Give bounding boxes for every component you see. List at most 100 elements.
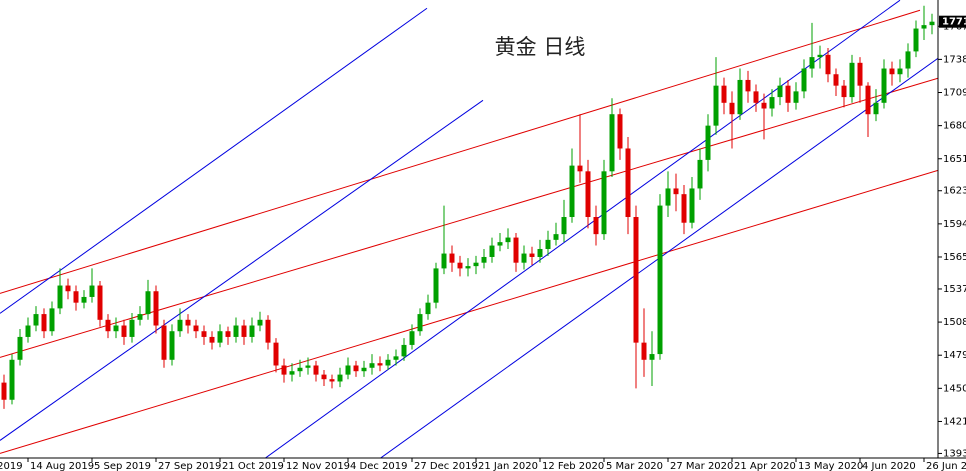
candle-body <box>809 57 815 69</box>
candle-body <box>385 359 391 366</box>
candle-body <box>777 85 783 98</box>
candle-body <box>81 296 87 303</box>
y-tick-label: 1623 <box>943 186 966 197</box>
x-tick-label: 26 Jun 2020 <box>926 461 966 471</box>
candle-body <box>289 371 295 375</box>
candle-body <box>841 85 847 98</box>
candle-body <box>305 365 311 368</box>
candle-body <box>161 325 167 360</box>
candle-body <box>185 319 191 326</box>
candle-body <box>737 79 743 115</box>
trend-line <box>0 169 938 454</box>
candle-body <box>17 336 23 360</box>
candle-body <box>481 256 487 263</box>
y-tick-label: 1537 <box>943 284 966 295</box>
candle-body <box>177 319 183 332</box>
candle-body <box>393 356 399 360</box>
x-tick-label: 5 Sep 2019 <box>94 461 151 471</box>
candle-body <box>921 25 927 29</box>
trend-line <box>264 0 901 458</box>
candle-body <box>257 319 263 326</box>
candle-body <box>657 205 663 355</box>
candle-body <box>913 28 919 52</box>
candle-body <box>377 363 383 366</box>
candle-body <box>209 336 215 343</box>
candle-body <box>49 308 55 332</box>
x-tick-label: 14 Aug 2019 <box>30 461 94 471</box>
candle-body <box>41 314 47 332</box>
candle-body <box>425 302 431 315</box>
candle-body <box>321 374 327 380</box>
candle-body <box>817 54 823 58</box>
candle-body <box>337 374 343 382</box>
candle-body <box>465 266 471 269</box>
candle-body <box>785 85 791 103</box>
candle-body <box>313 365 319 375</box>
y-tick-label: 1421 <box>943 416 966 427</box>
candle-body <box>881 68 887 103</box>
last-price-box <box>939 15 966 28</box>
candle-body <box>265 319 271 343</box>
x-tick-label: 21 Oct 2019 <box>222 461 284 471</box>
candle-body <box>145 291 151 315</box>
candle-body <box>649 354 655 360</box>
candle-body <box>89 285 95 297</box>
trend-line <box>0 7 428 314</box>
candle-body <box>169 331 175 360</box>
candle-body <box>73 291 79 303</box>
candle-body <box>329 379 335 382</box>
y-tick-label: 1594 <box>943 219 966 230</box>
candle-body <box>473 262 479 267</box>
candle-body <box>761 102 767 109</box>
candle-body <box>225 331 231 337</box>
candle-body <box>417 314 423 332</box>
candle-body <box>241 325 247 337</box>
trend-line <box>0 99 484 441</box>
candle-body <box>57 285 63 309</box>
candle-body <box>113 325 119 332</box>
candle-body <box>457 262 463 269</box>
x-tick-label: 21 Jan 2020 <box>478 461 538 471</box>
x-tick-label: 21 Apr 2020 <box>734 461 796 471</box>
candle-body <box>641 342 647 360</box>
x-tick-label: 12 Nov 2019 <box>286 461 350 471</box>
y-tick-label: 1479 <box>943 350 966 361</box>
candle-body <box>9 359 15 400</box>
candle-body <box>801 68 807 92</box>
last-price-label: 1771 <box>942 17 966 28</box>
candle-body <box>857 62 863 86</box>
candle-body <box>889 68 895 75</box>
candle-body <box>105 319 111 332</box>
candle-body <box>849 62 855 98</box>
candle-body <box>561 217 567 235</box>
candle-body <box>505 237 511 243</box>
x-tick-label: 23 Jul 2019 <box>0 461 23 471</box>
candle-body <box>673 188 679 195</box>
candle-body <box>633 217 639 343</box>
candle-body <box>449 253 455 263</box>
candle-body <box>1 382 7 400</box>
candle-body <box>153 291 159 326</box>
candle-body <box>625 148 631 218</box>
candle-body <box>553 234 559 240</box>
y-tick-label: 1680 <box>943 121 966 132</box>
candle-body <box>905 51 911 69</box>
candle-body <box>617 114 623 149</box>
candle-body <box>537 248 543 257</box>
x-tick-label: 12 Feb 2020 <box>542 461 604 471</box>
plot-area <box>0 0 938 458</box>
y-tick-label: 1393 <box>943 448 966 459</box>
candle-body <box>833 74 839 86</box>
candle-body <box>601 171 607 235</box>
candle-body <box>705 125 711 160</box>
candle-body <box>497 242 503 246</box>
y-tick-label: 1651 <box>943 154 966 165</box>
candle-body <box>249 325 255 337</box>
x-tick-label: 4 Jun 2020 <box>862 461 916 471</box>
x-tick-label: 27 Mar 2020 <box>670 461 733 471</box>
candle-body <box>569 165 575 218</box>
candle-body <box>545 239 551 249</box>
x-tick-label: 27 Dec 2019 <box>414 461 478 471</box>
candle-body <box>345 365 351 375</box>
candle-body <box>193 325 199 332</box>
